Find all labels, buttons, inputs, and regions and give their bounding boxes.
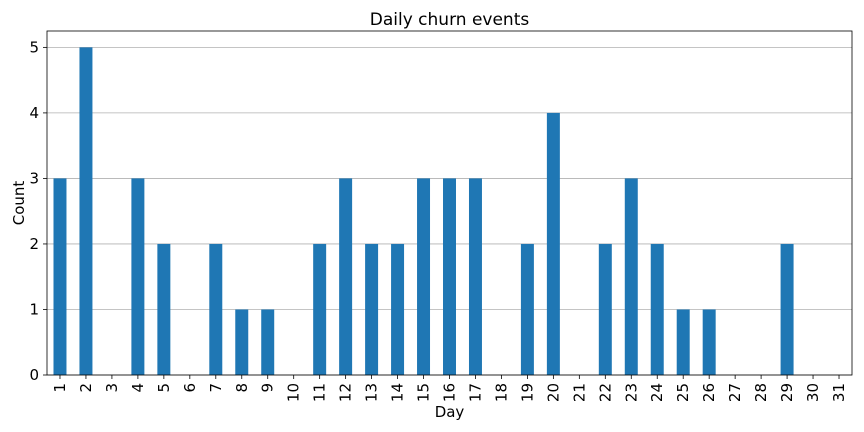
bar-day-7	[209, 243, 223, 375]
x-tick-label: 31	[830, 383, 848, 402]
bar-day-16	[443, 178, 456, 375]
x-tick-label: 30	[804, 383, 822, 402]
bar-day-2	[79, 47, 93, 375]
x-tick-label: 28	[752, 383, 770, 402]
x-tick-label: 3	[103, 383, 121, 393]
x-tick-label: 4	[129, 383, 147, 393]
x-tick-label: 20	[544, 383, 562, 402]
bar-day-9	[261, 309, 275, 375]
x-tick-label: 25	[674, 383, 692, 402]
x-tick-label: 10	[285, 383, 303, 402]
x-tick-label: 6	[181, 383, 199, 393]
bar-day-15	[417, 178, 431, 375]
bar-day-17	[468, 178, 482, 375]
y-axis: 0 1 2 3 4 5	[29, 38, 47, 384]
bar-day-4	[131, 178, 145, 375]
x-tick-label: 15	[415, 383, 433, 402]
x-tick-label: 26	[700, 383, 718, 402]
bar-day-23	[624, 178, 638, 375]
bar-day-24	[650, 243, 664, 375]
x-tick-label: 9	[259, 383, 277, 393]
bar-day-5	[157, 243, 171, 375]
bar-day-11	[313, 243, 327, 375]
x-tick-label: 29	[778, 383, 796, 402]
x-tick-label: 16	[441, 383, 459, 402]
x-tick-label: 5	[155, 383, 173, 393]
y-axis-label: Count	[10, 181, 28, 226]
x-tick-label: 1	[51, 383, 69, 393]
x-tick-label: 18	[492, 383, 510, 402]
bar-day-25	[676, 309, 690, 375]
bar-day-26	[702, 309, 716, 375]
x-tick-label: 12	[337, 383, 355, 402]
chart-title: Daily churn events	[370, 10, 530, 30]
x-tick-label: 8	[233, 383, 251, 393]
x-tick-label: 21	[570, 383, 588, 402]
x-tick-label: 7	[207, 383, 225, 393]
bar-day-14	[391, 243, 405, 375]
x-axis: 1 2 3 4 5 6 7 8 9 10 11 12 13 14 15 16 17 18 19 20 21 22 23 24 2…	[51, 375, 848, 402]
bar-layer	[53, 47, 794, 376]
x-tick-label: 13	[363, 383, 381, 402]
y-tick-label: 4	[29, 104, 39, 122]
y-tick-label: 0	[29, 366, 39, 384]
x-tick-label: 27	[726, 383, 744, 402]
y-tick-label: 5	[29, 38, 39, 56]
bar-day-22	[598, 243, 612, 375]
x-tick-label: 22	[596, 383, 614, 402]
bar-day-19	[520, 243, 534, 375]
x-tick-label: 14	[389, 383, 407, 402]
bar-day-8	[235, 309, 249, 375]
x-tick-label: 23	[622, 383, 640, 402]
x-tick-label: 17	[466, 383, 484, 402]
bar-day-13	[365, 243, 379, 375]
x-tick-label: 2	[77, 383, 95, 393]
x-tick-label: 19	[518, 383, 536, 402]
y-tick-label: 3	[29, 169, 39, 187]
x-axis-label: Day	[435, 403, 465, 421]
bar-day-12	[339, 178, 353, 375]
x-tick-label: 24	[648, 383, 666, 402]
x-tick-label: 11	[311, 383, 329, 402]
bar-day-1	[53, 178, 67, 375]
y-tick-label: 1	[29, 300, 39, 318]
bar-day-29	[780, 243, 794, 375]
y-tick-label: 2	[29, 235, 39, 253]
bar-day-20	[546, 112, 560, 376]
